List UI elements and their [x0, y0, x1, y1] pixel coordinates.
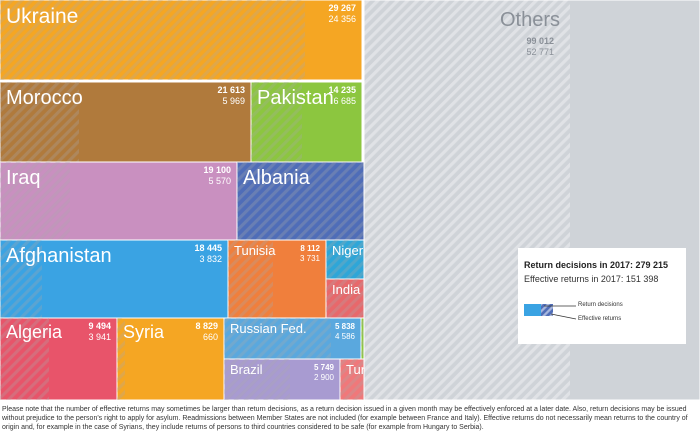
tile-effective-hatch-light-ukraine — [0, 0, 305, 80]
tile-effective-value-others: 52 771 — [526, 47, 554, 57]
tile-effective-hatch-light-afghanistan — [0, 240, 42, 318]
tile-decisions-value-pakistan: 14 235 — [328, 85, 356, 95]
tile-effective-value-morocco: 5 969 — [222, 96, 245, 106]
tile-label-others: Others — [500, 9, 560, 31]
tile-label-tunisia: Tunisia — [234, 243, 276, 258]
tile-decisions-value-syria: 8 829 — [195, 321, 218, 331]
tile-label-pakistan: Pakistan — [257, 87, 334, 109]
legend-swatches — [524, 304, 577, 320]
tile-effective-value-algeria: 3 941 — [88, 332, 111, 342]
tile-decisions-value-algeria: 9 494 — [88, 321, 111, 331]
tile-label-russian-fed: Russian Fed. — [230, 321, 307, 336]
tile-label-ukraine: Ukraine — [6, 5, 78, 28]
tile-effective-hatch-light-brazil — [224, 359, 290, 400]
tile-label-morocco: Morocco — [6, 87, 83, 109]
tile-effective-hatch-light-pakistan — [251, 82, 302, 162]
tile-effective-value-russian-fed: 4 586 — [335, 332, 356, 341]
tile-label-albania: Albania — [243, 167, 311, 189]
footnote: Please note that the number of effective… — [2, 406, 688, 431]
tile-effective-hatch-light-tunisia — [228, 240, 273, 318]
tile-decisions-value-tunisia: 8 112 — [300, 244, 320, 253]
tile-label-algeria: Algeria — [6, 322, 63, 342]
legend-item-effective: Effective returns — [578, 316, 622, 322]
legend-item-decisions: Return decisions — [578, 302, 623, 308]
legend-title: Return decisions in 2017: 279 215 — [524, 260, 669, 270]
tile-effective-hatch-light-russian-fed — [224, 318, 331, 359]
tile-effective-value-afghanistan: 3 832 — [199, 254, 222, 264]
tile-effective-value-tunisia: 3 731 — [300, 254, 321, 263]
legend-swatch-decisions — [524, 304, 541, 316]
tile-decisions-value-russian-fed: 5 838 — [335, 322, 356, 331]
legend-subtitle: Effective returns in 2017: 151 398 — [524, 274, 659, 284]
tile-label-afghanistan: Afghanistan — [6, 245, 112, 267]
tile-decisions-value-others: 99 012 — [526, 36, 554, 46]
tile-label-india: India — [332, 282, 361, 297]
tile-effective-value-syria: 660 — [203, 332, 218, 342]
tile-effective-hatch-light-morocco — [0, 82, 79, 162]
tile-effective-hatch-light-algeria — [0, 318, 49, 400]
tile-decisions-value-iraq: 19 100 — [203, 165, 231, 175]
tile-effective-value-brazil: 2 900 — [314, 373, 335, 382]
legend: Return decisions in 2017: 279 215 Effect… — [518, 248, 686, 344]
tile-decisions-syria — [116, 317, 225, 401]
tile-effective-hatch-light-syria — [117, 318, 125, 400]
tile-label-nigeria: Nigeria — [332, 243, 374, 258]
tile-effective-value-ukraine: 24 356 — [328, 14, 356, 24]
tile-effective-hatch-light-iraq — [0, 162, 70, 240]
tile-decisions-value-morocco: 21 613 — [217, 85, 245, 95]
tile-label-syria: Syria — [123, 322, 165, 342]
tile-decisions-value-afghanistan: 18 445 — [194, 243, 222, 253]
tile-effective-value-pakistan: 6 685 — [333, 96, 356, 106]
tile-decisions-value-brazil: 5 749 — [314, 363, 335, 372]
tile-decisions-value-ukraine: 29 267 — [328, 3, 356, 13]
tile-label-brazil: Brazil — [230, 362, 263, 377]
tile-label-iraq: Iraq — [6, 167, 40, 189]
tile-effective-value-iraq: 5 570 — [208, 176, 231, 186]
